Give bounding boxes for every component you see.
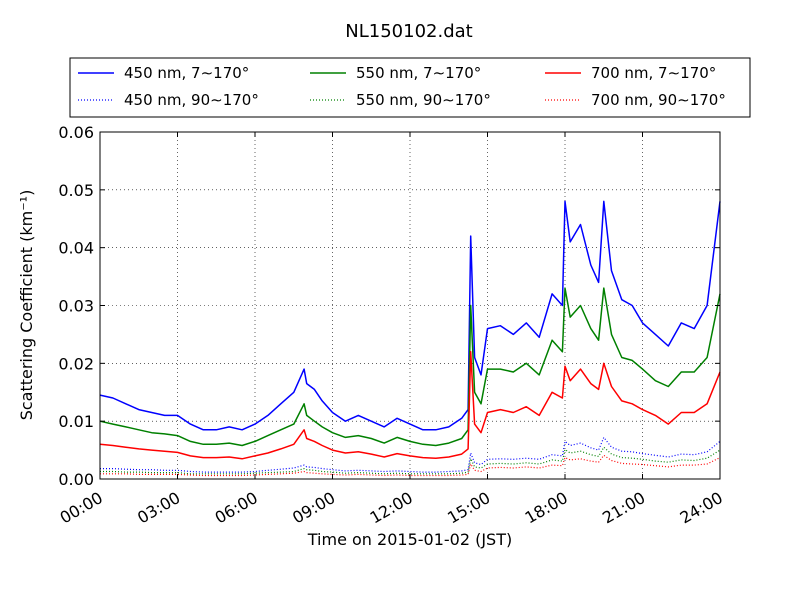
legend-label-2: 700 nm, 7∼170°	[591, 64, 716, 82]
legend: 450 nm, 7∼170° 550 nm, 7∼170° 700 nm, 7∼17…	[69, 57, 751, 118]
legend-box	[69, 57, 751, 118]
x-tick-label: 06:00	[212, 488, 261, 528]
legend-label-3: 450 nm, 90∼170°	[124, 91, 259, 109]
legend-label-4: 550 nm, 90∼170°	[356, 91, 491, 109]
series-line-1	[99, 287, 721, 447]
y-tick-label: 0.00	[58, 470, 94, 489]
series-line-0	[99, 200, 721, 431]
x-tick-label: 12:00	[367, 488, 416, 528]
y-tick-label: 0.04	[58, 239, 94, 258]
x-axis-label: Time on 2015-01-02 (JST)	[307, 530, 512, 549]
plot-area: 00:00 03:00 06:00 09:00 12:00 15:00 18:00 21:00…	[57, 123, 726, 528]
grid	[100, 132, 720, 479]
series-line-2	[99, 351, 721, 460]
x-tick-label: 09:00	[289, 488, 338, 528]
legend-label-0: 450 nm, 7∼170°	[124, 64, 249, 82]
y-tick-label: 0.06	[58, 123, 94, 142]
series-line-5	[100, 454, 721, 477]
x-tick-label: 21:00	[599, 488, 648, 528]
x-tick-label: 15:00	[444, 488, 493, 528]
legend-label-5: 700 nm, 90∼170°	[591, 91, 726, 109]
legend-label-1: 550 nm, 7∼170°	[356, 64, 481, 82]
x-tick-label: 03:00	[134, 488, 183, 528]
x-tick-label: 18:00	[522, 488, 571, 528]
x-tick-label: 24:00	[677, 488, 726, 528]
y-axis-label: Scattering Coefficient (km⁻¹)	[17, 190, 36, 421]
x-tick-label: 00:00	[57, 488, 106, 528]
chart-title: NL150102.dat	[345, 21, 472, 42]
y-tick-label: 0.01	[58, 412, 94, 431]
y-tick-label: 0.05	[58, 181, 94, 200]
y-tick-label: 0.02	[58, 354, 94, 373]
y-tick-label: 0.03	[58, 297, 94, 316]
